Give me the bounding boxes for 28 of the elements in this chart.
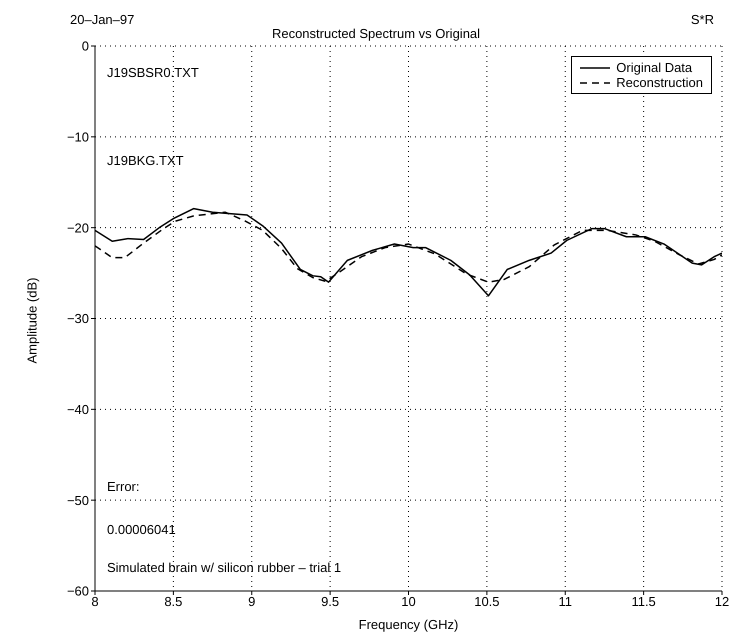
legend-label: Original Data [616, 60, 692, 75]
y-tick-label: −40 [66, 402, 89, 417]
y-axis-title: Amplitude (dB) [24, 278, 40, 364]
x-tick-label: 11.5 [631, 594, 656, 610]
y-tick-label: −30 [66, 311, 89, 326]
x-tick-label: 8.5 [164, 594, 182, 610]
x-tick-label: 12 [714, 594, 730, 610]
x-axis-title: Frequency (GHz) [358, 617, 458, 632]
x-tick-label: 9.5 [321, 594, 340, 610]
y-tick-label: 0 [82, 38, 89, 54]
x-tick-label: 8 [91, 594, 99, 610]
chart-title: Reconstructed Spectrum vs Original [272, 26, 480, 41]
y-tick-label: −20 [66, 220, 89, 236]
text: S*R [690, 12, 714, 27]
annotation: Simulated brain w/ silicon rubber – trial 1 [107, 560, 342, 576]
x-tick-label: 10 [401, 594, 416, 610]
x-tick-label: 10.5 [474, 594, 500, 610]
y-tick-label: −60 [66, 584, 89, 599]
annotation: J19BKG.TXT [107, 153, 184, 168]
annotation: J19SBSR0.TXT [107, 65, 199, 80]
y-tick-label: −10 [66, 129, 89, 144]
x-tick-label: 11 [558, 594, 572, 610]
text: 20–Jan–97 [70, 12, 134, 27]
annotation: 0.00006041 [107, 522, 176, 538]
annotation: Error: [107, 479, 140, 494]
y-tick-label: −50 [66, 492, 89, 508]
x-tick-label: 9 [248, 594, 256, 610]
legend-label: Reconstruction [616, 75, 703, 90]
